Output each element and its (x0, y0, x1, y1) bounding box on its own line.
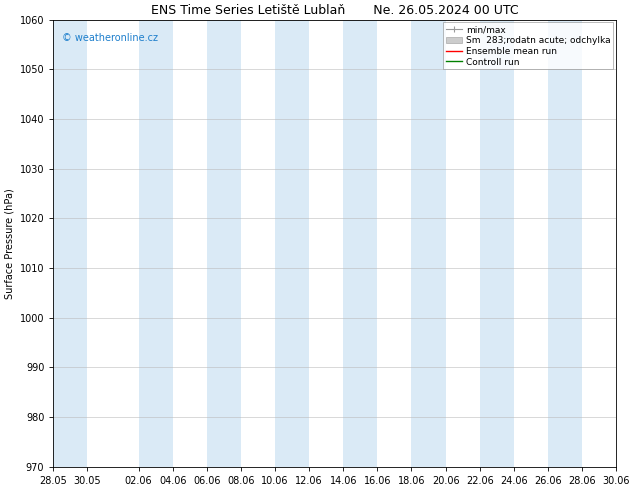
Text: © weatheronline.cz: © weatheronline.cz (62, 33, 158, 43)
Bar (53, 20, 87, 467)
Title: ENS Time Series Letiště Lublaň       Ne. 26.05.2024 00 UTC: ENS Time Series Letiště Lublaň Ne. 26.05… (151, 4, 519, 17)
Legend: min/max, Sm  283;rodatn acute; odchylka, Ensemble mean run, Controll run: min/max, Sm 283;rodatn acute; odchylka, … (443, 23, 613, 69)
Y-axis label: Surface Pressure (hPa): Surface Pressure (hPa) (4, 188, 14, 298)
Bar (548, 20, 582, 467)
Bar (411, 20, 446, 467)
Bar (275, 20, 309, 467)
Bar (480, 20, 514, 467)
Bar (343, 20, 377, 467)
Bar (207, 20, 241, 467)
Bar (139, 20, 172, 467)
